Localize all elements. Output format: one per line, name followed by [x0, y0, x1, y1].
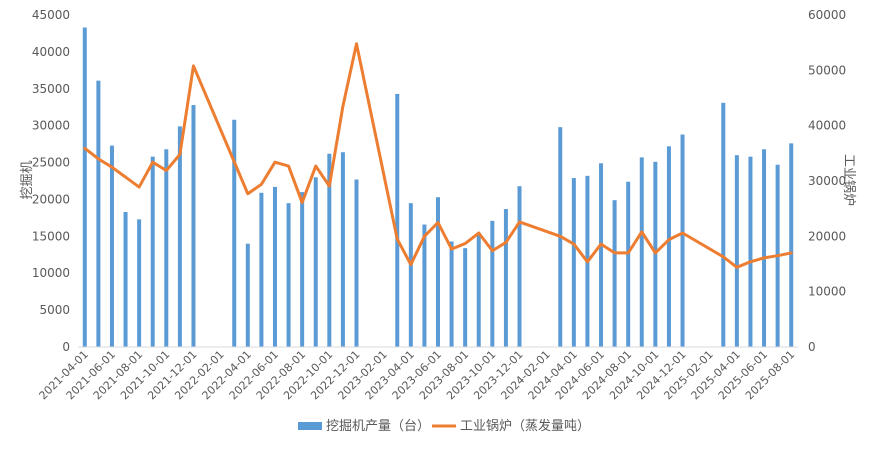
y-right-tick-label: 0	[808, 340, 816, 354]
y-left-axis-label: 挖掘机	[20, 160, 35, 199]
bar	[137, 219, 142, 347]
bar	[680, 134, 685, 347]
bar	[272, 186, 277, 347]
bar	[789, 143, 794, 347]
bar	[599, 163, 604, 347]
y-right-tick-label: 10000	[808, 285, 846, 299]
y-left-tick-label: 15000	[32, 229, 70, 243]
bar	[721, 102, 726, 347]
bar	[123, 211, 128, 347]
bar	[245, 243, 250, 347]
bar	[232, 119, 237, 347]
bar	[436, 197, 440, 347]
bar	[422, 224, 427, 347]
bar	[191, 105, 196, 347]
bar	[748, 156, 753, 347]
bar	[408, 203, 413, 347]
bar	[82, 27, 87, 347]
series-line	[83, 42, 793, 269]
legend-swatch-bar	[298, 422, 322, 430]
bar	[762, 149, 767, 347]
bar	[395, 93, 400, 347]
y-right-tick-labels: 0 10000 20000 30000 40000 50000 60000	[808, 8, 846, 354]
y-right-tick-label: 30000	[808, 174, 846, 188]
bar	[490, 220, 495, 347]
bar	[639, 157, 644, 347]
y-left-tick-label: 5000	[39, 303, 70, 317]
y-left-tick-label: 10000	[32, 266, 70, 280]
y-left-tick-label: 35000	[32, 82, 70, 96]
bar	[327, 153, 332, 347]
bar	[286, 203, 291, 347]
bar	[340, 152, 345, 347]
y-right-tick-label: 50000	[808, 63, 846, 77]
y-left-tick-label: 45000	[32, 8, 70, 22]
bar	[259, 192, 264, 347]
line-series	[83, 42, 793, 269]
y-left-tick-label: 30000	[32, 119, 70, 133]
bar	[626, 181, 631, 347]
bar	[612, 200, 617, 347]
bar	[449, 241, 454, 347]
bar	[164, 149, 169, 347]
bar	[666, 146, 671, 347]
bar	[150, 156, 155, 347]
bar	[109, 145, 114, 347]
y-right-axis-label: 工业锅炉	[841, 154, 857, 206]
bar	[734, 155, 739, 347]
bar	[503, 209, 508, 347]
bar	[476, 232, 481, 347]
bar	[571, 178, 576, 347]
y-right-tick-label: 40000	[808, 119, 846, 133]
bar	[517, 186, 522, 347]
y-left-tick-labels: 0 5000 10000 15000 20000 25000 30000 35000 40000…	[32, 8, 70, 354]
bar	[463, 248, 468, 347]
y-right-tick-label: 20000	[808, 229, 846, 243]
bar	[313, 177, 318, 347]
y-left-tick-label: 20000	[32, 192, 70, 206]
y-left-tick-label: 0	[62, 340, 70, 354]
bar	[300, 192, 305, 347]
y-left-tick-label: 25000	[32, 156, 70, 170]
legend: 挖掘机产量（台） 工业锅炉（蒸发量吨）	[298, 418, 590, 434]
legend-label-line: 工业锅炉（蒸发量吨）	[460, 418, 590, 434]
bar	[96, 80, 101, 347]
y-left-tick-label: 40000	[32, 45, 70, 59]
legend-label-bar: 挖掘机产量（台）	[326, 419, 430, 434]
bar	[354, 179, 359, 347]
bar	[177, 126, 182, 348]
y-right-tick-label: 60000	[808, 8, 846, 22]
